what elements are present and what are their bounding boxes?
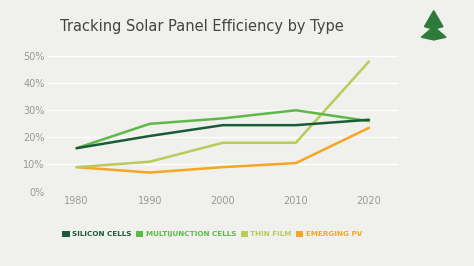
Polygon shape bbox=[424, 11, 443, 29]
Title: Tracking Solar Panel Efficiency by Type: Tracking Solar Panel Efficiency by Type bbox=[60, 19, 344, 35]
Polygon shape bbox=[421, 27, 434, 40]
Polygon shape bbox=[434, 27, 446, 40]
Legend: SILICON CELLS, MULTIJUNCTION CELLS, THIN FILM, EMERGING PV: SILICON CELLS, MULTIJUNCTION CELLS, THIN… bbox=[60, 228, 365, 240]
